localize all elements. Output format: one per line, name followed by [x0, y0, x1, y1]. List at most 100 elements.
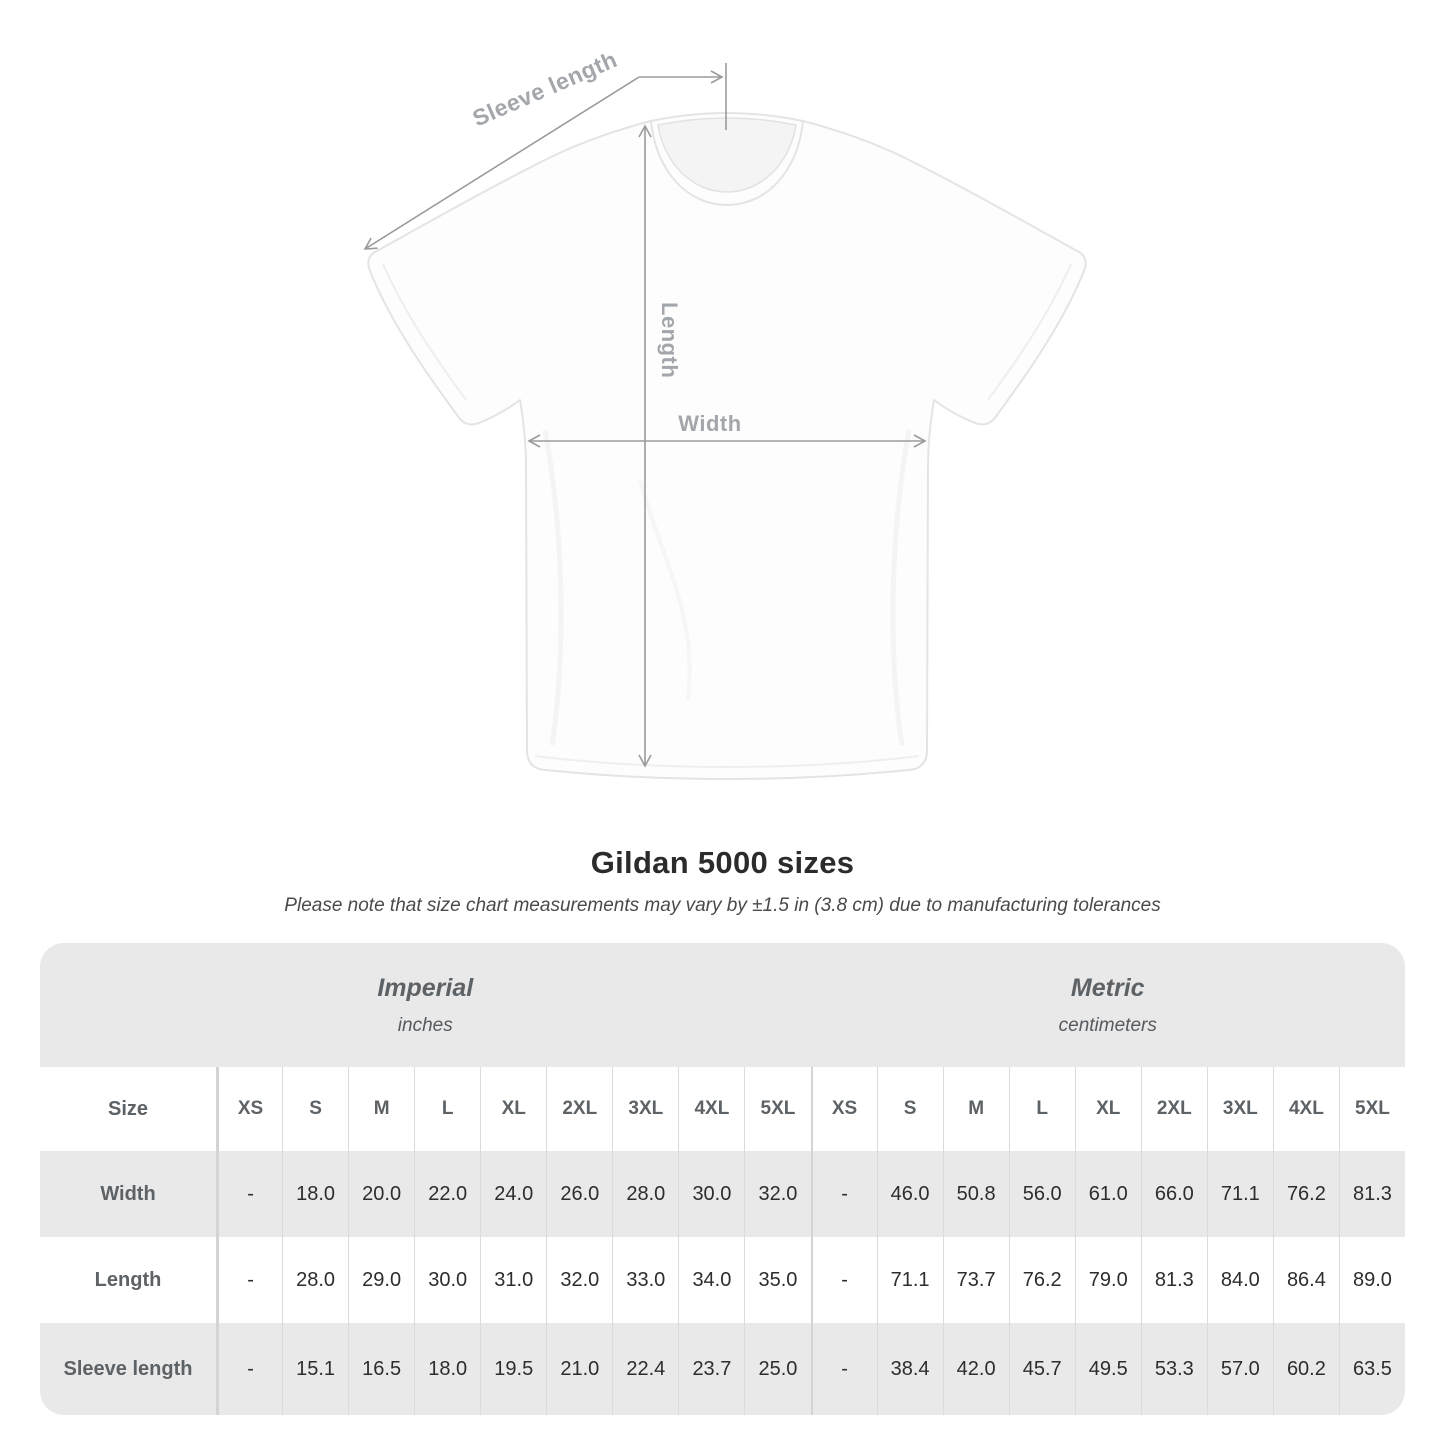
table-cell: 73.7 [942, 1237, 1009, 1323]
table-cell: 84.0 [1206, 1237, 1273, 1323]
tshirt-collar-band [650, 120, 804, 207]
tshirt-illustration [367, 112, 1087, 780]
table-cell: 71.1 [1206, 1151, 1273, 1237]
table-cell: 29.0 [348, 1237, 414, 1323]
size-header-imperial: 2XL [546, 1067, 612, 1151]
unit-title-imperial: Imperial [377, 973, 474, 1002]
table-cell: 18.0 [282, 1151, 349, 1237]
sleeve-length-label: Sleeve length [469, 46, 621, 132]
table-cell: 61.0 [1074, 1151, 1141, 1237]
table-cell: 32.0 [744, 1151, 811, 1237]
table-cell: 32.0 [546, 1237, 612, 1323]
table-cell: 81.3 [1140, 1237, 1207, 1323]
table-cell: 19.5 [480, 1323, 547, 1415]
size-header-metric: M [942, 1067, 1009, 1151]
tshirt-measurement-diagram: Sleeve length Length Width [363, 46, 1087, 780]
table-cell: 60.2 [1272, 1323, 1339, 1415]
tshirt-left-cuff-stitch [382, 263, 467, 401]
size-header-metric: 2XL [1140, 1067, 1207, 1151]
table-cell: 79.0 [1074, 1237, 1141, 1323]
size-header-imperial: 4XL [678, 1067, 744, 1151]
length-label: Length [657, 302, 682, 378]
table-cell: 31.0 [480, 1237, 546, 1323]
tshirt-wrinkle-left [542, 429, 564, 746]
table-cell: 18.0 [414, 1323, 481, 1415]
unit-subtitle-metric: centimeters [1058, 1014, 1157, 1036]
table-cell: 35.0 [744, 1237, 810, 1323]
size-header-imperial: S [282, 1067, 348, 1151]
width-label: Width [678, 411, 741, 436]
size-header-imperial: XL [480, 1067, 546, 1151]
size-header-metric: 5XL [1338, 1067, 1405, 1151]
table-cell: 76.2 [1272, 1151, 1339, 1237]
table-cell: 16.5 [348, 1323, 415, 1415]
unit-header-metric: Metric centimeters [810, 943, 1405, 1067]
size-header-imperial: 3XL [612, 1067, 678, 1151]
size-header-metric: XL [1074, 1067, 1141, 1151]
tshirt-neck-opening [657, 117, 797, 193]
page-title: Gildan 5000 sizes [590, 845, 855, 880]
row-label-sleeve-length: Sleeve length [40, 1323, 216, 1415]
unit-header-imperial: Imperial inches [40, 943, 811, 1067]
row-label-width: Width [40, 1151, 216, 1237]
row-label-length: Length [94, 1268, 162, 1291]
tshirt-body [367, 112, 1087, 780]
table-cell: 22.0 [414, 1151, 481, 1237]
table-cell: 45.7 [1008, 1323, 1075, 1415]
table-cell: 15.1 [282, 1323, 349, 1415]
table-cell: 33.0 [612, 1237, 678, 1323]
table-cell: - [810, 1151, 877, 1237]
unit-title-metric: Metric [1070, 973, 1145, 1002]
size-header-imperial: M [348, 1067, 414, 1151]
table-cell: 20.0 [348, 1151, 415, 1237]
table-cell: 34.0 [678, 1237, 744, 1323]
table-cell: 25.0 [744, 1323, 811, 1415]
tshirt-right-cuff-stitch [987, 263, 1072, 401]
size-header-metric: L [1008, 1067, 1075, 1151]
tshirt-wrinkle-right [890, 429, 912, 746]
table-cell: 49.5 [1074, 1323, 1141, 1415]
tshirt-hem-stitch [534, 755, 920, 769]
table-cell: 26.0 [546, 1151, 613, 1237]
table-cell: 28.0 [282, 1237, 348, 1323]
table-cell: 22.4 [612, 1323, 679, 1415]
sleeve-length-arrow [363, 76, 640, 250]
table-cell: 38.4 [876, 1323, 943, 1415]
table-cell: 28.0 [612, 1151, 679, 1237]
table-cell: 23.7 [678, 1323, 745, 1415]
table-cell: - [216, 1151, 283, 1237]
size-column-header: Size [107, 1097, 149, 1120]
table-cell: 66.0 [1140, 1151, 1207, 1237]
unit-subtitle-imperial: inches [397, 1014, 453, 1036]
table-cell: 53.3 [1140, 1323, 1207, 1415]
table-cell: 86.4 [1272, 1237, 1339, 1323]
table-cell: - [216, 1323, 283, 1415]
size-header-metric: S [876, 1067, 943, 1151]
size-header-imperial: 5XL [744, 1067, 810, 1151]
table-cell: 71.1 [876, 1237, 943, 1323]
table-cell: 81.3 [1338, 1151, 1405, 1237]
table-cell: 24.0 [480, 1151, 547, 1237]
size-header-metric: 3XL [1206, 1067, 1273, 1151]
size-header-imperial: L [414, 1067, 480, 1151]
table-cell: 63.5 [1338, 1323, 1405, 1415]
table-cell: - [810, 1237, 877, 1323]
table-cell: 89.0 [1338, 1237, 1405, 1323]
size-header-imperial: XS [216, 1067, 282, 1151]
table-cell: - [810, 1323, 877, 1415]
table-cell: 56.0 [1008, 1151, 1075, 1237]
tolerance-note: Please note that size chart measurements… [284, 895, 1161, 916]
table-cell: 30.0 [414, 1237, 480, 1323]
size-header-metric: XS [810, 1067, 877, 1151]
measurement-annotations [363, 63, 927, 768]
table-cell: 57.0 [1206, 1323, 1273, 1415]
size-table: Imperial inches Metric centimeters Size … [40, 943, 1405, 1415]
table-cell: 50.8 [942, 1151, 1009, 1237]
table-cell: - [216, 1237, 282, 1323]
table-cell: 21.0 [546, 1323, 613, 1415]
table-cell: 30.0 [678, 1151, 745, 1237]
size-header-metric: 4XL [1272, 1067, 1339, 1151]
table-cell: 46.0 [876, 1151, 943, 1237]
table-cell: 42.0 [942, 1323, 1009, 1415]
